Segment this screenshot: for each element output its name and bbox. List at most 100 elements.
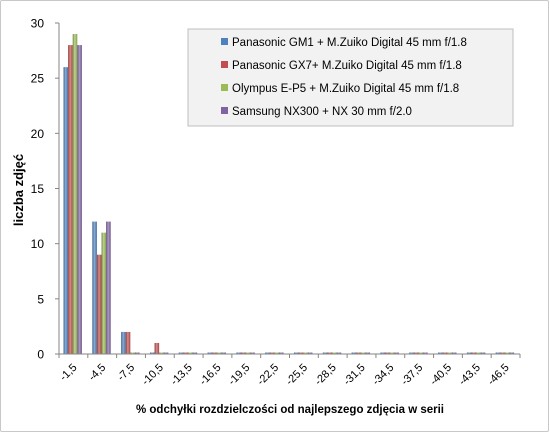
x-tick-label: -22,5 — [255, 362, 281, 388]
x-tick-label: -4,5 — [86, 362, 108, 384]
bar-2--40,5 — [442, 352, 448, 354]
bar-3--28,5 — [332, 352, 337, 354]
legend-swatch — [221, 61, 228, 68]
bars — [63, 34, 515, 354]
bar-3--40,5 — [447, 352, 452, 354]
bar-1--31,5 — [351, 352, 357, 354]
x-tick-label: -7,5 — [115, 362, 137, 384]
bar-4--37,5 — [423, 352, 428, 354]
bar-3--22,5 — [274, 352, 279, 354]
bar-3--37,5 — [418, 352, 424, 354]
bar-1--22,5 — [265, 352, 270, 354]
legend-swatch — [221, 107, 228, 114]
legend: Panasonic GM1 + M.Zuiko Digital 45 mm f/… — [187, 28, 514, 127]
x-tick-label: -34,5 — [370, 362, 396, 388]
bar-3--4,5 — [101, 232, 107, 354]
bar-3--10,5 — [159, 352, 164, 354]
bar-4--22,5 — [278, 352, 284, 354]
legend-swatch — [221, 84, 228, 91]
bar-2--1,5 — [68, 45, 73, 354]
bar-2--7,5 — [125, 331, 131, 354]
x-tick-label: -28,5 — [313, 362, 339, 388]
bar-4--28,5 — [336, 352, 342, 354]
bar-3--1,5 — [72, 34, 78, 354]
y-tick-label: 30 — [31, 17, 45, 31]
bar-1--7,5 — [121, 331, 126, 354]
bar-3--46,5 — [504, 352, 510, 354]
bar-3--43,5 — [476, 352, 481, 354]
bar-1--37,5 — [409, 352, 414, 354]
legend-entry: Olympus E-P5 + M.Zuiko Digital 45 mm f/1… — [232, 83, 459, 95]
bar-4--4,5 — [106, 221, 111, 354]
bar-2--10,5 — [154, 342, 160, 354]
bar-4--13,5 — [192, 352, 198, 354]
x-tick-label: -10,5 — [140, 362, 166, 388]
bar-4--16,5 — [221, 352, 226, 354]
bar-4--19,5 — [250, 352, 255, 354]
x-tick-label: -13,5 — [169, 362, 195, 388]
bar-3--16,5 — [216, 352, 222, 354]
x-tick-label: -43,5 — [457, 362, 483, 388]
x-tick-label: -19,5 — [226, 362, 252, 388]
legend-entry: Panasonic GX7+ M.Zuiko Digital 45 mm f/1… — [232, 60, 462, 72]
bar-1--10,5 — [149, 352, 155, 354]
bar-4--46,5 — [509, 352, 515, 354]
bar-4--10,5 — [163, 352, 169, 354]
bar-1--40,5 — [438, 352, 443, 354]
y-tick-label: 25 — [31, 72, 45, 86]
bar-2--19,5 — [240, 352, 246, 354]
x-tick-label: -40,5 — [428, 362, 454, 388]
bar-1--1,5 — [63, 67, 69, 354]
bar-3--13,5 — [187, 352, 193, 354]
bar-2--34,5 — [385, 352, 390, 354]
y-tick-label: 10 — [31, 237, 45, 251]
bar-1--13,5 — [178, 352, 184, 354]
bar-4--31,5 — [365, 352, 371, 354]
bar-2--16,5 — [212, 352, 217, 354]
y-axis-label: liczba zdjęć — [11, 154, 26, 226]
bar-2--28,5 — [327, 352, 333, 354]
y-tick-label: 15 — [31, 182, 45, 196]
bar-1--16,5 — [207, 352, 213, 354]
bar-2--25,5 — [298, 352, 304, 354]
bar-1--43,5 — [466, 352, 472, 354]
x-axis-label: % odchyłki rozdzielczości od najlepszego… — [136, 404, 444, 416]
x-tick-label: -31,5 — [341, 362, 367, 388]
legend-box — [187, 28, 514, 127]
legend-entry: Samsung NX300 + NX 30 mm f/2.0 — [232, 106, 412, 118]
bar-4--40,5 — [451, 352, 457, 354]
bar-1--28,5 — [322, 352, 328, 354]
bar-4--25,5 — [307, 352, 313, 354]
legend-entry: Panasonic GM1 + M.Zuiko Digital 45 mm f/… — [232, 37, 467, 49]
x-tick-label: -25,5 — [284, 362, 310, 388]
bar-3--7,5 — [130, 352, 135, 354]
bar-4--1,5 — [77, 45, 82, 354]
bar-3--19,5 — [245, 352, 251, 354]
bar-2--4,5 — [96, 254, 102, 354]
bar-1--19,5 — [236, 352, 241, 354]
bar-2--46,5 — [500, 352, 505, 354]
bar-1--46,5 — [495, 352, 501, 354]
x-tick-label: -16,5 — [197, 362, 223, 388]
bar-2--13,5 — [183, 352, 188, 354]
y-tick-label: 0 — [37, 348, 44, 362]
y-tick-label: 20 — [31, 127, 45, 141]
y-tick-label: 5 — [37, 292, 44, 306]
legend-swatch — [221, 38, 228, 45]
bar-1--25,5 — [294, 352, 299, 354]
x-tick-label: -46,5 — [485, 362, 511, 388]
bar-2--37,5 — [413, 352, 419, 354]
bar-2--31,5 — [356, 352, 361, 354]
bar-3--31,5 — [360, 352, 366, 354]
bar-2--22,5 — [269, 352, 275, 354]
bar-1--34,5 — [380, 352, 386, 354]
bar-4--43,5 — [480, 352, 486, 354]
bar-1--4,5 — [92, 221, 97, 354]
bar-4--7,5 — [134, 352, 140, 354]
bar-3--25,5 — [303, 352, 308, 354]
x-tick-label: -1,5 — [58, 362, 80, 384]
bar-3--34,5 — [389, 352, 395, 354]
bar-2--43,5 — [471, 352, 477, 354]
